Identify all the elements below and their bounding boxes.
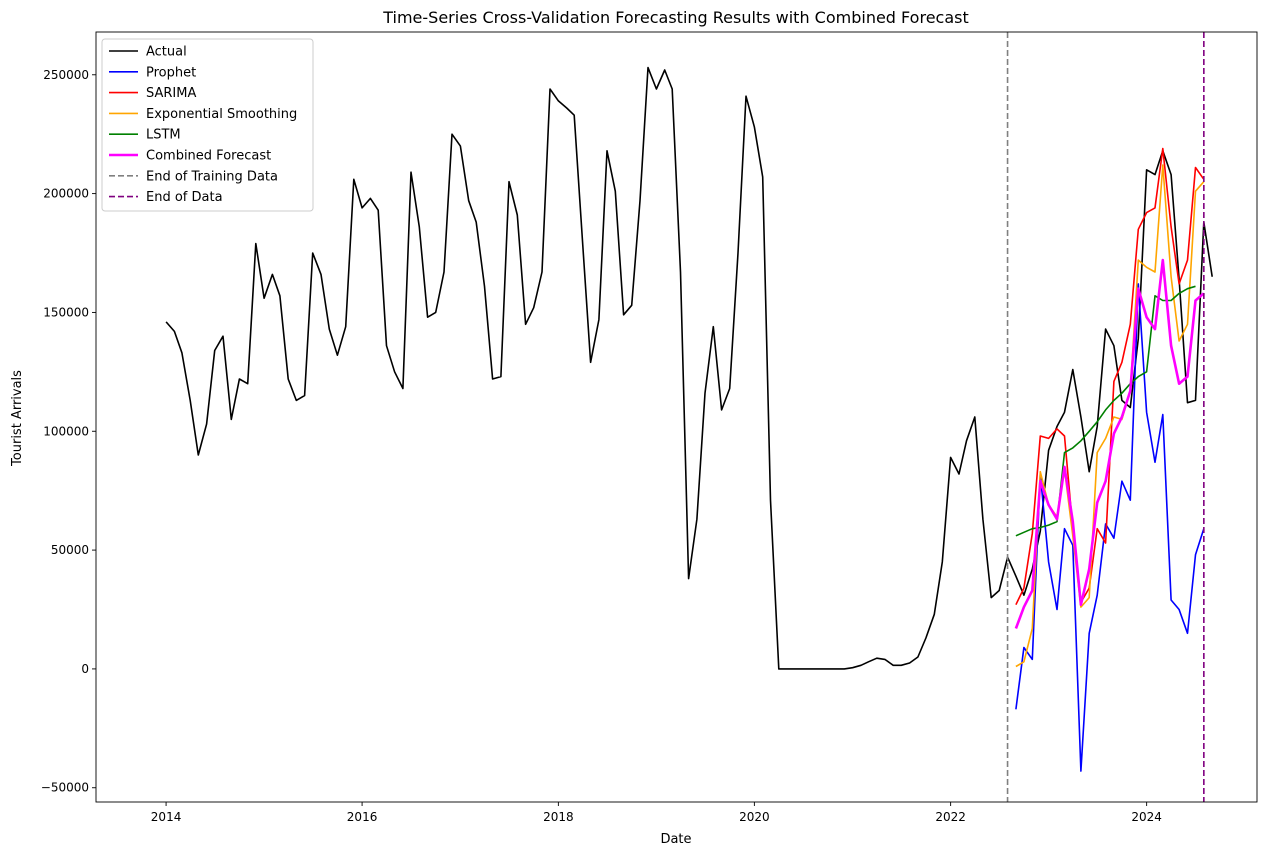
y-axis-label: Tourist Arrivals (10, 370, 25, 467)
y-tick-label: 200000 (43, 187, 89, 201)
legend-box (101, 38, 314, 212)
chart-title: Time-Series Cross-Validation Forecasting… (382, 8, 969, 27)
legend-label: End of Data (146, 190, 223, 205)
y-tick-label: 0 (81, 662, 89, 676)
legend-label: End of Training Data (146, 169, 278, 184)
x-tick-label: 2022 (935, 810, 966, 824)
y-tick-label: 150000 (43, 305, 89, 319)
x-tick-label: 2014 (151, 810, 182, 824)
x-axis: 2014 2016 2018 2020 2022 2024 (151, 802, 1162, 824)
legend-label: Combined Forecast (146, 149, 271, 164)
x-tick-label: 2016 (347, 810, 378, 824)
x-tick-label: 2020 (739, 810, 770, 824)
x-tick-label: 2018 (543, 810, 574, 824)
y-axis: −50000 0 50000 100000 150000 200000 250000 (41, 68, 96, 795)
legend-label: Exponential Smoothing (146, 107, 297, 122)
legend-label: LSTM (146, 128, 181, 143)
legend-label: Prophet (146, 65, 196, 80)
plot-frame (95, 31, 1258, 803)
combined-forecast-series-line (1014, 258, 1205, 629)
y-tick-label: 250000 (43, 68, 89, 82)
plot-area (95, 31, 1258, 803)
legend-label: SARIMA (146, 86, 196, 101)
x-tick-label: 2024 (1131, 810, 1162, 824)
legend-label: Actual (146, 45, 187, 60)
y-tick-label: 100000 (43, 424, 89, 438)
y-tick-label: −50000 (41, 781, 89, 795)
y-tick-label: 50000 (51, 543, 89, 557)
x-axis-label: Date (660, 832, 691, 847)
prophet-series-line (1015, 283, 1205, 772)
legend: Actual Prophet SARIMA Exponential Smoothing… (101, 38, 314, 212)
